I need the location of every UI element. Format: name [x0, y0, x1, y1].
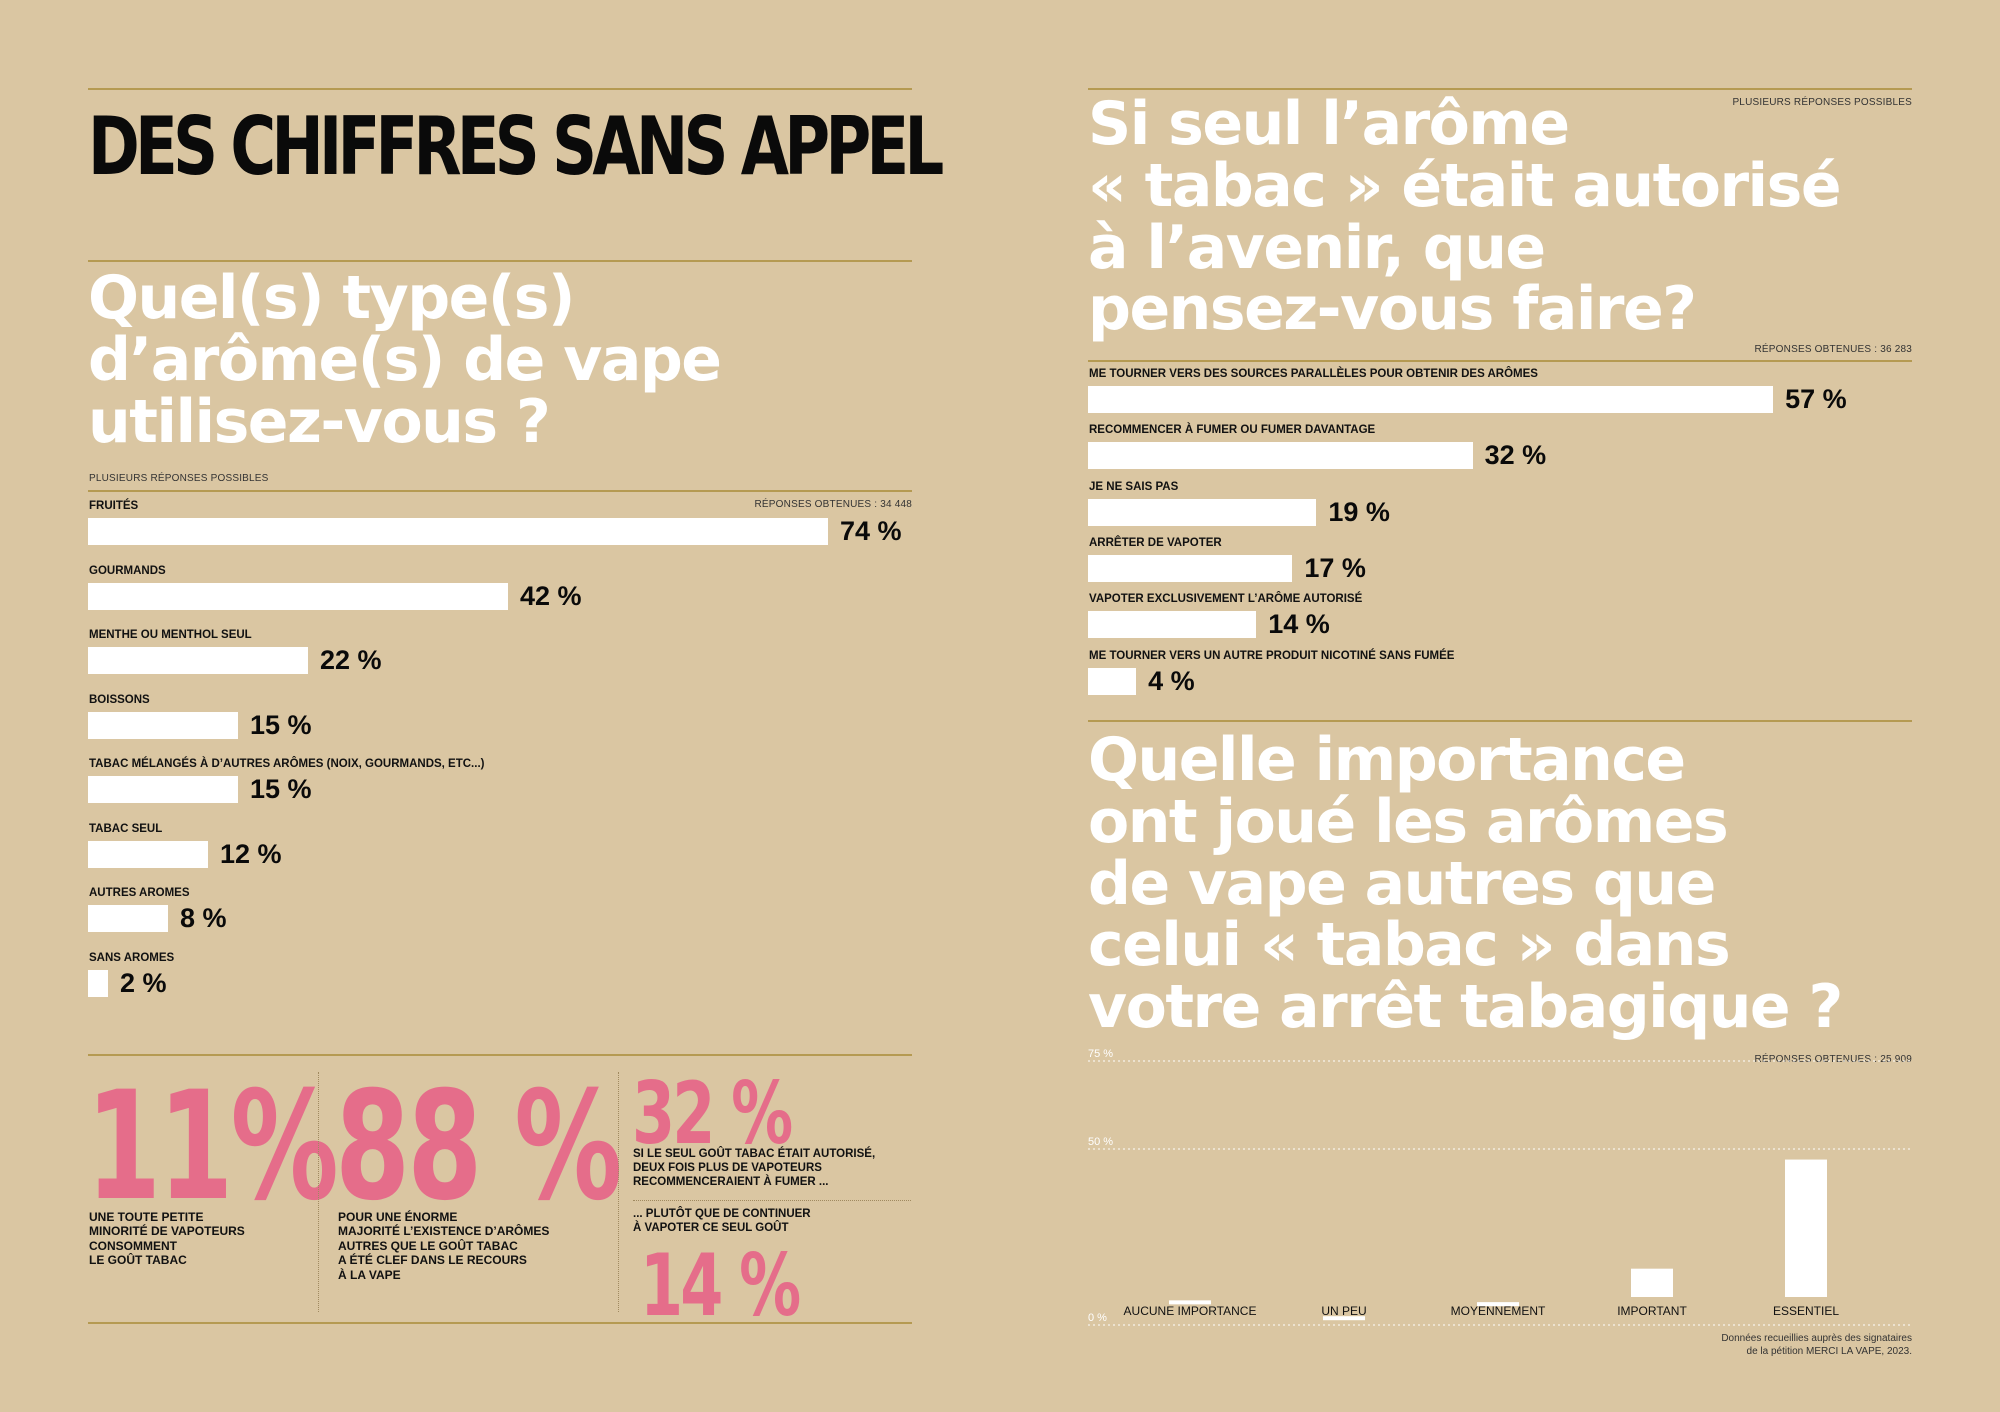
- stats-divider-1: [318, 1072, 319, 1312]
- chart1-rule: [88, 490, 912, 492]
- stat-14-value: 14 %: [640, 1236, 801, 1336]
- bar-label: ARRÊTER DE VAPOTER: [1089, 536, 1222, 549]
- stats-rule-top: [88, 1054, 912, 1056]
- bar: [88, 969, 108, 997]
- bar: [88, 776, 238, 803]
- y-tick-label: 50 %: [1088, 1136, 1113, 1148]
- bar: [88, 905, 168, 932]
- bar-label: BOISSONS: [89, 693, 150, 706]
- bar-value-label: 15 %: [250, 709, 312, 740]
- bar-value-label: 19 %: [1328, 496, 1390, 527]
- bar-label: ME TOURNER VERS UN AUTRE PRODUIT NICOTIN…: [1089, 649, 1455, 662]
- bar-value-label: 22 %: [320, 645, 382, 675]
- bar-label: AUTRES AROMES: [89, 887, 190, 899]
- question2-rule: [1088, 720, 1912, 722]
- bar-label: SANS AROMES: [89, 951, 175, 964]
- bar-value-label: 74 %: [840, 516, 902, 546]
- bar-label: JE NE SAIS PAS: [1089, 480, 1179, 493]
- bar-label: RECOMMENCER À FUMER OU FUMER DAVANTAGE: [1089, 424, 1376, 437]
- x-category-label: ESSENTIEL: [1773, 1304, 1839, 1318]
- bar: [1088, 386, 1774, 413]
- bar: [1088, 554, 1293, 582]
- bar-value-label: 12 %: [220, 838, 282, 869]
- bar: [88, 647, 308, 674]
- question-rule-left: [88, 260, 912, 262]
- bar: [88, 840, 208, 868]
- responses-count-2: RÉPONSES OBTENUES : 36 283: [1754, 344, 1912, 355]
- bar-label: MENTHE OU MENTHOL SEUL: [89, 629, 252, 641]
- question-importance: Quelle importance ont joué les arômes de…: [1088, 725, 1843, 1043]
- stats-rule-bottom: [88, 1322, 912, 1324]
- responses-count-1: RÉPONSES OBTENUES : 34 448: [754, 499, 912, 510]
- bar-label: TABAC MÉLANGÉS À D’AUTRES ARÔMES (NOIX, …: [89, 758, 485, 770]
- stat-11-value: 11%: [86, 1060, 339, 1234]
- y-tick-label: 75 %: [1088, 1048, 1113, 1060]
- column-bar: [1477, 1302, 1519, 1307]
- stat-88-text: POUR UNE ÉNORME MAJORITÉ L’EXISTENCE D’A…: [338, 1210, 550, 1282]
- column-bar: [1323, 1316, 1365, 1321]
- bar: [88, 582, 508, 610]
- x-category-label: MOYENNEMENT: [1451, 1304, 1546, 1318]
- question-aroma-types: Quel(s) type(s) d’arôme(s) de vape utili…: [88, 263, 722, 457]
- x-category-label: UN PEU: [1321, 1304, 1366, 1318]
- stat-14-text: ... PLUTÔT QUE DE CONTINUER À VAPOTER CE…: [633, 1208, 811, 1234]
- column-bar: [1169, 1300, 1211, 1305]
- question-tobacco-only: Si seul l’arôme « tabac » était autorisé…: [1088, 89, 1842, 345]
- stats-inner-divider: [633, 1200, 911, 1201]
- bar-value-label: 32 %: [1484, 440, 1547, 471]
- y-tick-label: 0 %: [1088, 1312, 1107, 1324]
- stat-32-text: SI LE SEUL GOÛT TABAC ÉTAIT AUTORISÉ, DE…: [633, 1148, 876, 1188]
- bar-label: FRUITÉS: [89, 500, 139, 512]
- top-rule-right: [1088, 88, 1912, 90]
- main-title: DES CHIFFRES SANS APPEL: [88, 100, 944, 193]
- bar: [1088, 498, 1317, 526]
- stat-11-text: UNE TOUTE PETITE MINORITÉ DE VAPOTEURS C…: [89, 1210, 245, 1268]
- x-category-label: IMPORTANT: [1617, 1304, 1687, 1318]
- chart2-rule: [1088, 360, 1912, 362]
- bar-value-label: 15 %: [250, 774, 312, 804]
- bar-value-label: 14 %: [1268, 609, 1330, 640]
- top-rule-left: [88, 88, 912, 90]
- column-bar: [1631, 1268, 1673, 1297]
- column-bar: [1785, 1159, 1827, 1297]
- bar-value-label: 17 %: [1304, 552, 1366, 583]
- bar-value-label: 4 %: [1148, 665, 1195, 696]
- source-footnote: Données recueillies auprès des signatair…: [1721, 1333, 1912, 1357]
- bar-value-label: 42 %: [520, 580, 582, 611]
- stat-32-value: 32 %: [632, 1064, 793, 1164]
- bar: [1088, 667, 1137, 695]
- bar-value-label: 2 %: [120, 967, 167, 998]
- stats-divider-2: [618, 1072, 619, 1312]
- stat-88-value: 88 %: [335, 1060, 622, 1234]
- bar-label: GOURMANDS: [89, 564, 166, 577]
- bar-value-label: 57 %: [1785, 384, 1847, 414]
- multiple-answers-note-right: PLUSIEURS RÉPONSES POSSIBLES: [1732, 97, 1912, 108]
- multiple-answers-note: PLUSIEURS RÉPONSES POSSIBLES: [89, 473, 269, 484]
- bar-label: TABAC SEUL: [89, 822, 163, 835]
- bar-label: ME TOURNER VERS DES SOURCES PARALLÈLES P…: [1089, 368, 1538, 380]
- bar: [1088, 442, 1473, 470]
- bar: [88, 518, 828, 545]
- bar-value-label: 8 %: [180, 903, 227, 933]
- bar: [1088, 611, 1257, 639]
- responses-count-3: RÉPONSES OBTENUES : 25 909: [1754, 1054, 1912, 1065]
- bar-label: VAPOTER EXCLUSIVEMENT L’ARÔME AUTORISÉ: [1089, 593, 1363, 606]
- x-category-label: AUCUNE IMPORTANCE: [1124, 1304, 1257, 1318]
- bar: [88, 711, 238, 739]
